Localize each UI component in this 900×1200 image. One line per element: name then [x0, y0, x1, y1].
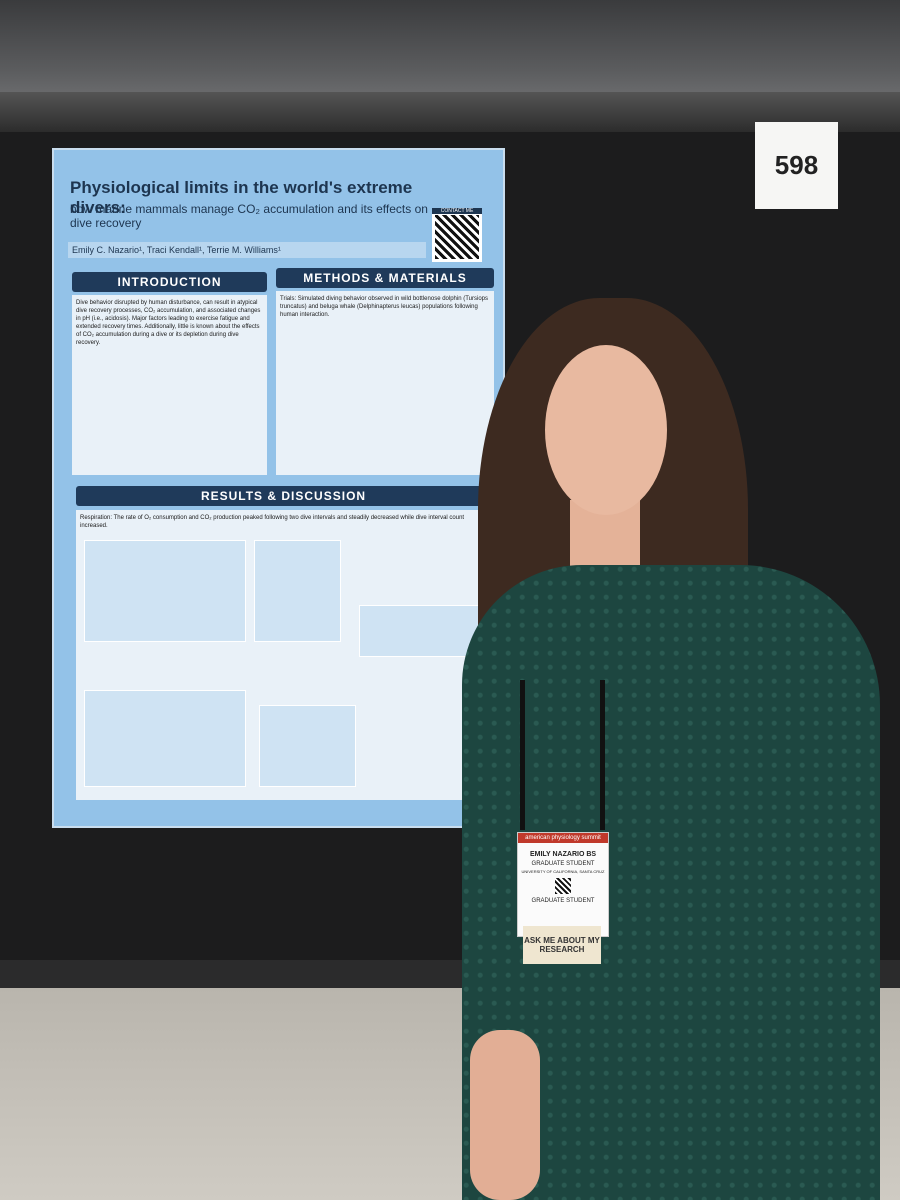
badge-role: GRADUATE STUDENT — [531, 861, 595, 867]
section-text: Trials: Simulated diving behavior observ… — [276, 291, 494, 475]
poster-title: Physiological limits in the world's extr… — [70, 178, 413, 217]
section-heading: INTRODUCTION — [72, 272, 267, 292]
section-heading: METHODS & MATERIALS — [276, 268, 494, 288]
poster-figure — [259, 705, 356, 787]
person-face — [545, 345, 667, 515]
qr-code — [432, 212, 482, 262]
badge-name: EMILY NAZARIO BS — [529, 851, 597, 858]
poster-subtitle: how marine mammals manage CO₂ accumulati… — [70, 202, 428, 230]
lanyard — [600, 680, 605, 830]
poster-figure — [84, 540, 246, 642]
poster-figure — [254, 540, 341, 642]
badge-event: american physiology summit — [518, 833, 608, 843]
name-badge: american physiology summit EMILY NAZARIO… — [517, 832, 609, 937]
contact-label: CONTACT ME — [432, 208, 482, 214]
ceiling — [0, 0, 900, 100]
person-arm — [470, 1030, 540, 1200]
lanyard — [520, 680, 525, 830]
section-text: Dive behavior disrupted by human disturb… — [72, 295, 267, 475]
poster: Physiological limits in the world's extr… — [52, 148, 505, 828]
badge-category: GRADUATE STUDENT — [531, 898, 595, 904]
badge-institution: UNIVERSITY OF CALIFORNIA, SANTA CRUZ — [521, 869, 605, 874]
poster-figure — [84, 690, 246, 787]
booth-number: 598 — [755, 122, 838, 209]
board-rail — [0, 92, 900, 132]
section-heading: RESULTS & DISCUSSION — [76, 486, 491, 506]
badge-qr — [555, 878, 571, 894]
badge-ribbon: ASK ME ABOUT MY RESEARCH — [523, 926, 601, 964]
poster-authors: Emily C. Nazario¹, Traci Kendall¹, Terri… — [68, 242, 426, 258]
